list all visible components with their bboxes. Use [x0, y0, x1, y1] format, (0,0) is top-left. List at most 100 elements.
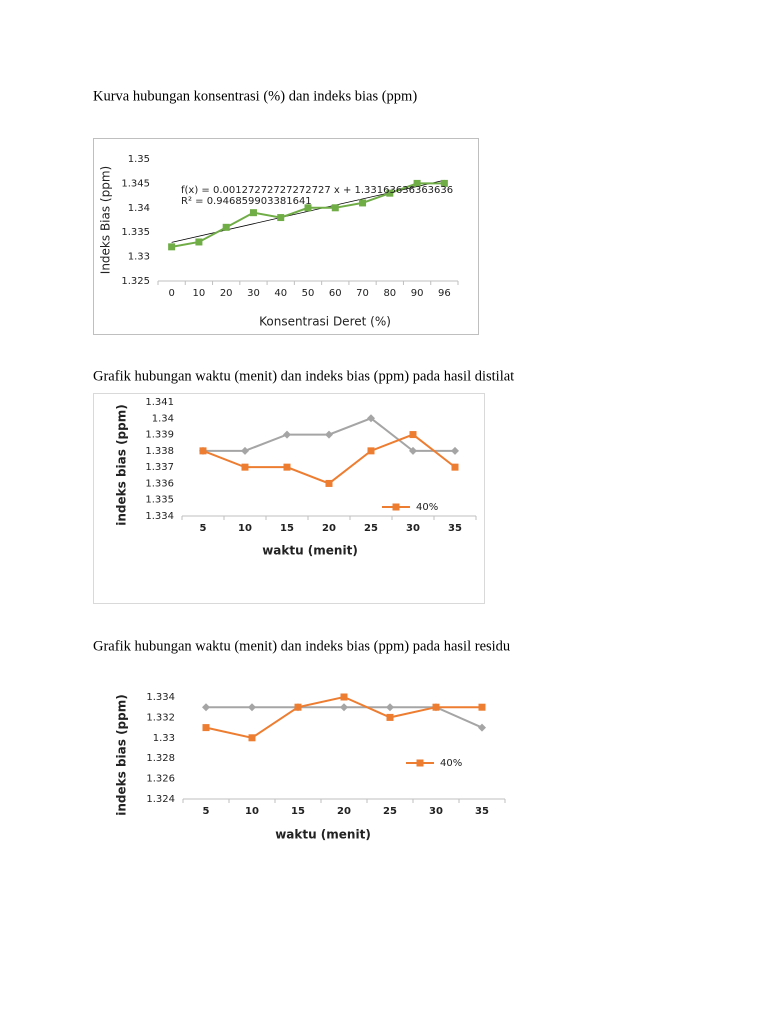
- x-tick-label: 30: [247, 288, 260, 299]
- x-tick-label: 30: [429, 806, 443, 817]
- x-tick-label: 50: [302, 288, 315, 299]
- chart-frame: [93, 138, 479, 335]
- y-axis-title: Indeks Bias (ppm): [99, 166, 113, 274]
- marker: [202, 703, 210, 712]
- heading: Kurva hubungan konsentrasi (%) dan indek…: [93, 88, 417, 104]
- x-tick-label: 30: [406, 523, 420, 534]
- marker: [340, 703, 348, 712]
- y-axis-title: indeks bias (ppm): [115, 694, 129, 815]
- marker: [248, 734, 256, 742]
- marker: [283, 430, 291, 439]
- marker: [168, 243, 176, 251]
- marker: [325, 430, 333, 439]
- y-tick-label: 1.324: [146, 794, 175, 805]
- x-tick-label: 25: [383, 806, 397, 817]
- marker: [222, 223, 230, 231]
- x-tick-label: 10: [193, 288, 206, 299]
- y-tick-label: 1.325: [121, 276, 150, 287]
- x-tick-label: 15: [291, 806, 305, 817]
- marker: [331, 204, 339, 212]
- x-tick-label: 25: [364, 523, 378, 534]
- marker: [451, 446, 459, 455]
- line: [205, 695, 482, 739]
- x-tick-label: 20: [322, 523, 336, 534]
- x-tick-label: 0: [168, 288, 174, 299]
- marker: [195, 238, 203, 246]
- marker: [199, 447, 207, 455]
- x-tick-label: 80: [383, 288, 396, 299]
- x-tick-label: 96: [438, 288, 451, 299]
- y-tick-label: 1.341: [145, 397, 174, 408]
- marker: [392, 503, 400, 511]
- heading: Grafik hubungan waktu (menit) dan indeks…: [93, 638, 510, 654]
- marker: [478, 703, 486, 711]
- marker: [367, 414, 375, 423]
- chart-frame: [93, 393, 485, 604]
- y-tick-label: 1.339: [145, 430, 174, 441]
- heading: Grafik hubungan waktu (menit) dan indeks…: [93, 368, 514, 384]
- marker: [340, 693, 348, 701]
- marker: [283, 463, 291, 471]
- x-tick-label: 90: [411, 288, 424, 299]
- marker: [432, 703, 440, 711]
- marker: [277, 214, 285, 222]
- x-tick-label: 20: [337, 806, 351, 817]
- marker: [241, 463, 249, 471]
- y-tick-label: 1.335: [145, 495, 174, 506]
- x-tick-label: 40: [274, 288, 287, 299]
- x-axis-title: waktu (menit): [275, 828, 371, 842]
- marker: [202, 724, 210, 732]
- y-tick-label: 1.33: [153, 733, 175, 744]
- y-tick-label: 1.334: [145, 511, 174, 522]
- marker: [249, 209, 257, 217]
- legend-label: 40%: [416, 502, 438, 513]
- marker: [478, 723, 486, 732]
- marker: [451, 463, 459, 471]
- y-tick-label: 1.336: [145, 478, 174, 489]
- y-tick-label: 1.337: [145, 462, 174, 473]
- marker: [248, 703, 256, 712]
- x-tick-label: 10: [238, 523, 252, 534]
- x-tick-label: 35: [475, 806, 489, 817]
- marker: [359, 199, 367, 207]
- x-tick-label: 35: [448, 523, 462, 534]
- marker: [304, 204, 312, 212]
- y-tick-label: 1.326: [146, 774, 175, 785]
- marker: [386, 189, 394, 197]
- marker: [440, 179, 448, 187]
- y-tick-label: 1.35: [128, 154, 150, 165]
- marker: [386, 713, 394, 721]
- marker: [367, 447, 375, 455]
- x-tick-label: 5: [203, 806, 210, 817]
- legend-label: 40%: [440, 758, 462, 769]
- y-tick-label: 1.34: [128, 203, 150, 214]
- x-axis-title: waktu (menit): [262, 544, 358, 558]
- trend-r2: R² = 0.946859903381641: [181, 196, 312, 207]
- y-tick-label: 1.345: [121, 178, 150, 189]
- x-tick-label: 10: [245, 806, 259, 817]
- line: [202, 433, 456, 485]
- y-axis-title: indeks bias (ppm): [115, 404, 129, 525]
- marker: [409, 431, 417, 439]
- marker: [386, 703, 394, 712]
- trend-equation: f(x) = 0.00127272727272727 x + 1.3316363…: [181, 185, 453, 196]
- y-tick-label: 1.338: [145, 446, 174, 457]
- x-tick-label: 60: [329, 288, 342, 299]
- x-axis-title: Konsentrasi Deret (%): [259, 315, 391, 329]
- marker: [413, 179, 421, 187]
- x-tick-label: 5: [200, 523, 207, 534]
- y-tick-label: 1.34: [152, 413, 174, 424]
- marker: [416, 759, 424, 767]
- marker: [241, 446, 249, 455]
- x-tick-label: 15: [280, 523, 294, 534]
- y-tick-label: 1.332: [146, 712, 175, 723]
- marker: [294, 703, 302, 711]
- y-tick-label: 1.334: [146, 692, 175, 703]
- y-tick-label: 1.33: [128, 252, 150, 263]
- x-tick-label: 70: [356, 288, 369, 299]
- marker: [409, 446, 417, 455]
- y-tick-label: 1.328: [146, 753, 175, 764]
- y-tick-label: 1.335: [121, 227, 150, 238]
